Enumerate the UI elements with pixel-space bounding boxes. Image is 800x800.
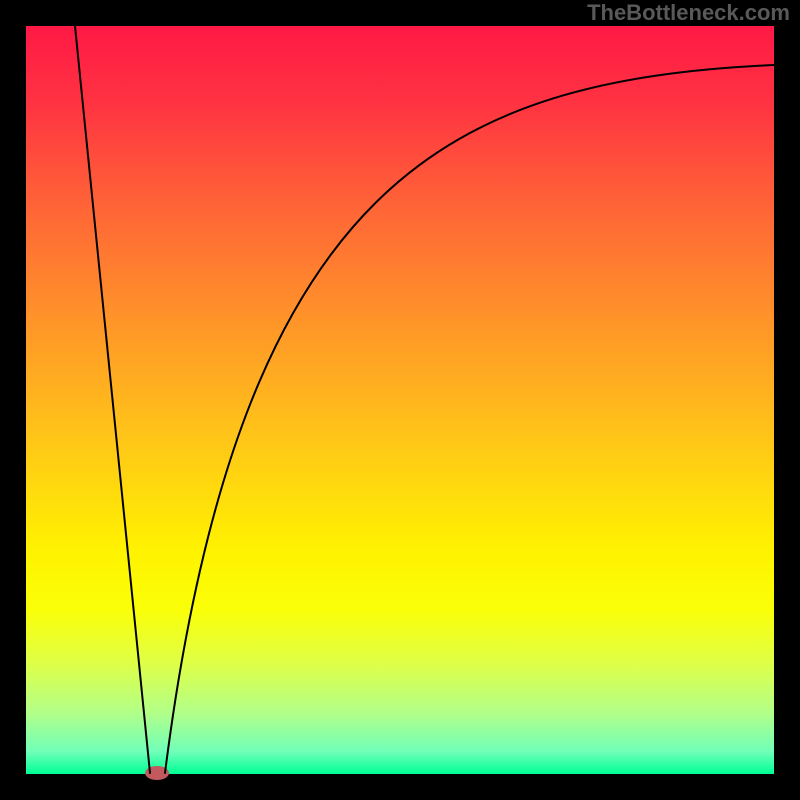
bottleneck-chart — [0, 0, 800, 800]
chart-container: TheBottleneck.com — [0, 0, 800, 800]
attribution-text: TheBottleneck.com — [587, 0, 790, 25]
attribution-label: TheBottleneck.com — [587, 0, 790, 26]
